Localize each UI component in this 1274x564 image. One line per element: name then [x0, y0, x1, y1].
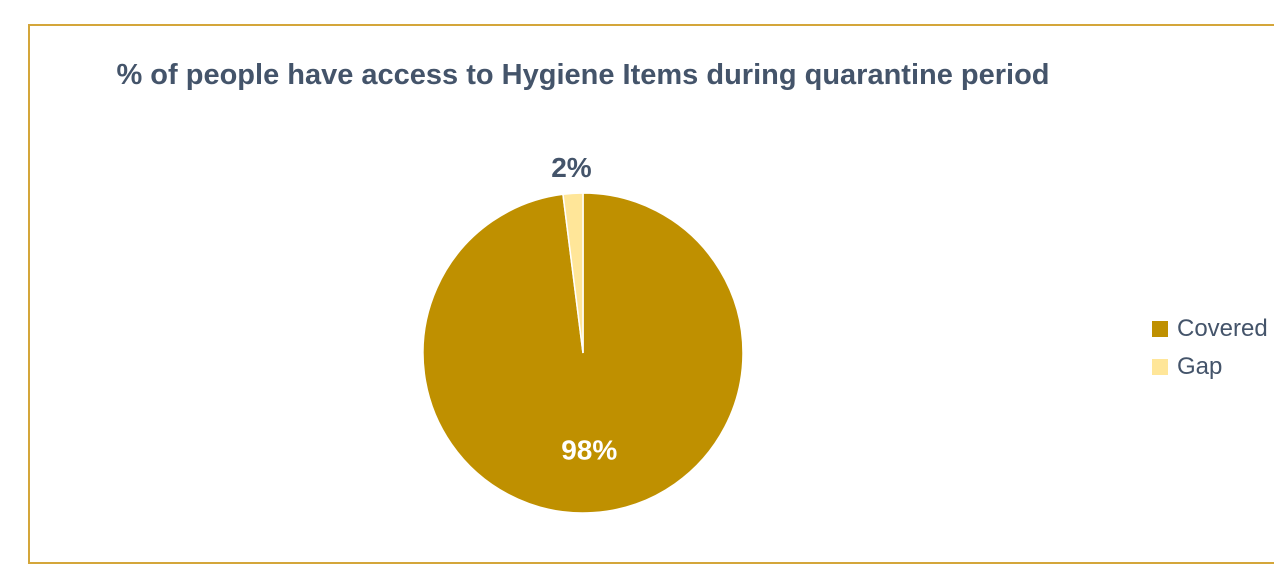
data-label-covered: 98% [561, 434, 617, 465]
legend-label-gap: Gap [1177, 353, 1223, 380]
legend-item-covered: Covered [1152, 310, 1268, 348]
legend: Covered Gap [1152, 310, 1268, 386]
legend-item-gap: Gap [1152, 348, 1268, 386]
legend-label-covered: Covered [1177, 315, 1268, 342]
pie-slice-gap [562, 192, 584, 354]
data-label-gap: 2% [551, 152, 592, 183]
legend-swatch-covered [1152, 321, 1168, 337]
chart-title: % of people have access to Hygiene Items… [116, 59, 1050, 91]
legend-swatch-gap [1152, 359, 1168, 375]
pie-chart: 98% 2% [422, 152, 744, 514]
